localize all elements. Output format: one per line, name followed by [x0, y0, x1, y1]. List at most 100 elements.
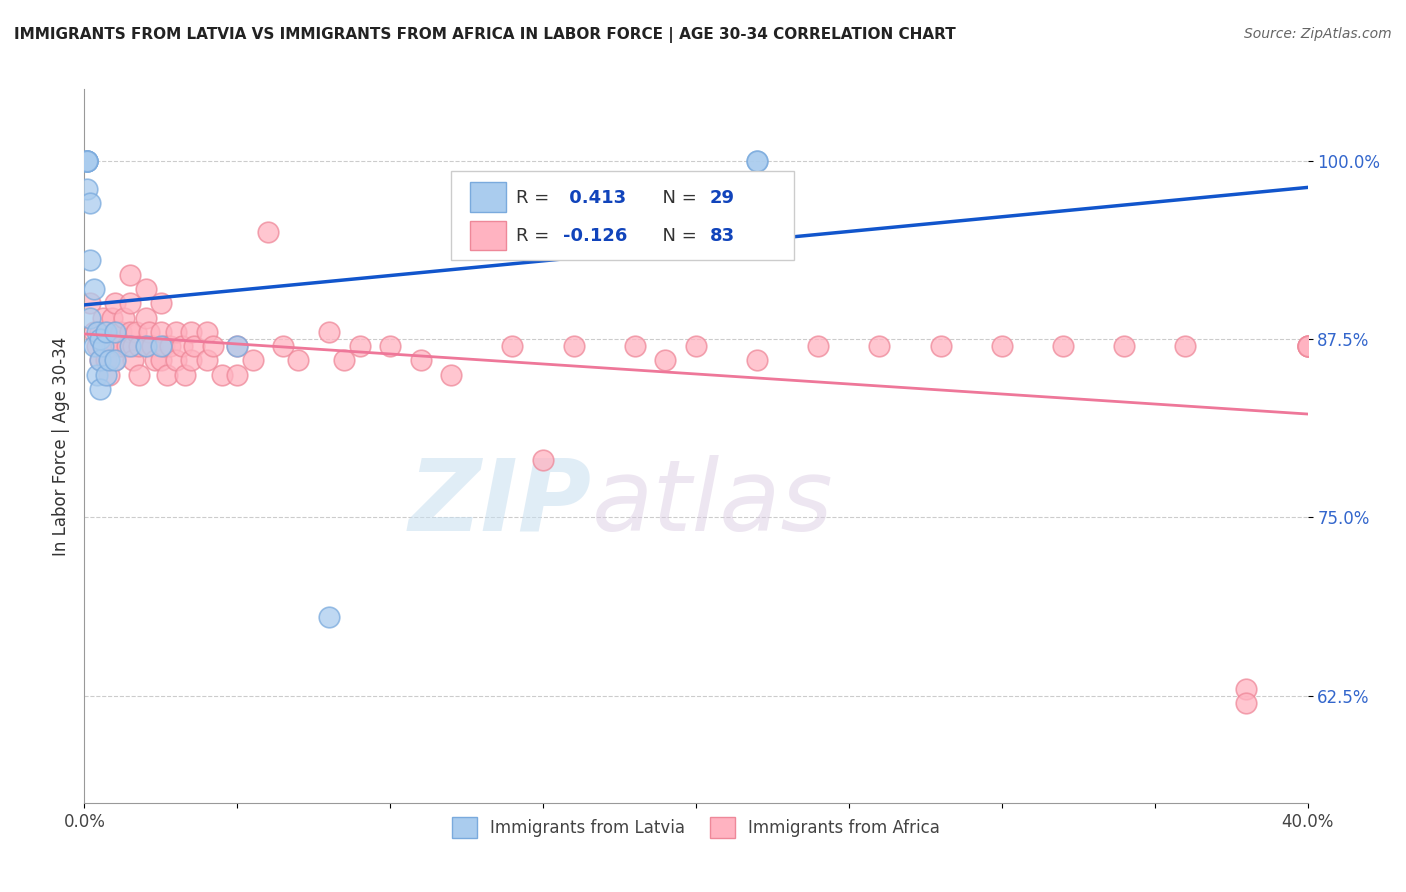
Point — [128, 368, 150, 382]
Point — [125, 325, 148, 339]
Point — [128, 339, 150, 353]
Point — [226, 368, 249, 382]
Text: Source: ZipAtlas.com: Source: ZipAtlas.com — [1244, 27, 1392, 41]
Point — [94, 325, 117, 339]
Point — [135, 310, 157, 325]
Point — [101, 310, 124, 325]
Point — [195, 325, 218, 339]
Point — [122, 339, 145, 353]
Point — [138, 325, 160, 339]
Point — [1296, 339, 1319, 353]
Point — [747, 353, 769, 368]
Point — [83, 282, 105, 296]
Point — [1296, 339, 1319, 353]
Point — [79, 310, 101, 325]
Point — [195, 353, 218, 368]
Text: IMMIGRANTS FROM LATVIA VS IMMIGRANTS FROM AFRICA IN LABOR FORCE | AGE 30-34 CORR: IMMIGRANTS FROM LATVIA VS IMMIGRANTS FRO… — [14, 27, 956, 43]
Point — [135, 282, 157, 296]
Text: -0.126: -0.126 — [562, 227, 627, 245]
Point — [1174, 339, 1197, 353]
Point — [86, 368, 108, 382]
Legend: Immigrants from Latvia, Immigrants from Africa: Immigrants from Latvia, Immigrants from … — [446, 811, 946, 845]
Point — [747, 153, 769, 168]
Point — [112, 310, 135, 325]
Point — [149, 325, 172, 339]
Point — [91, 310, 114, 325]
Point — [654, 353, 676, 368]
Point — [79, 296, 101, 310]
Point — [76, 153, 98, 168]
Point — [318, 325, 340, 339]
Point — [1114, 339, 1136, 353]
Point — [807, 339, 830, 353]
Point — [562, 339, 585, 353]
Point — [991, 339, 1014, 353]
Point — [120, 268, 142, 282]
Point — [89, 332, 111, 346]
FancyBboxPatch shape — [451, 171, 794, 260]
Point — [257, 225, 280, 239]
Point — [135, 339, 157, 353]
Point — [120, 325, 142, 339]
Point — [149, 353, 172, 368]
Point — [226, 339, 249, 353]
Point — [83, 325, 105, 339]
Point — [104, 353, 127, 368]
Point — [380, 339, 402, 353]
Point — [86, 339, 108, 353]
Text: N =: N = — [651, 189, 702, 207]
Text: R =: R = — [516, 189, 555, 207]
Point — [531, 453, 554, 467]
Point — [76, 182, 98, 196]
FancyBboxPatch shape — [470, 221, 506, 251]
Point — [165, 353, 187, 368]
Point — [1296, 339, 1319, 353]
Point — [89, 353, 111, 368]
Point — [120, 296, 142, 310]
Text: atlas: atlas — [592, 455, 834, 551]
Text: 83: 83 — [710, 227, 734, 245]
Point — [97, 368, 120, 382]
Point — [440, 368, 463, 382]
Point — [159, 339, 181, 353]
Point — [149, 339, 172, 353]
Point — [153, 339, 176, 353]
Point — [79, 196, 101, 211]
Point — [174, 368, 197, 382]
Point — [156, 368, 179, 382]
Text: ZIP: ZIP — [409, 455, 592, 551]
Point — [211, 368, 233, 382]
Point — [86, 325, 108, 339]
Point — [76, 153, 98, 168]
Point — [94, 325, 117, 339]
Point — [97, 339, 120, 353]
Text: N =: N = — [651, 227, 702, 245]
Point — [91, 339, 114, 353]
Point — [165, 325, 187, 339]
Text: 29: 29 — [710, 189, 734, 207]
Point — [89, 353, 111, 368]
Point — [271, 339, 294, 353]
Point — [122, 353, 145, 368]
Point — [91, 339, 114, 353]
Text: R =: R = — [516, 227, 555, 245]
Point — [104, 325, 127, 339]
Point — [76, 153, 98, 168]
Text: 0.413: 0.413 — [562, 189, 626, 207]
Point — [1236, 681, 1258, 696]
Point — [97, 353, 120, 368]
Point — [226, 339, 249, 353]
Point — [120, 339, 142, 353]
Point — [79, 253, 101, 268]
Point — [333, 353, 356, 368]
Point — [318, 610, 340, 624]
Point — [115, 339, 138, 353]
Point — [94, 353, 117, 368]
Point — [149, 296, 172, 310]
Point — [110, 325, 132, 339]
Point — [104, 325, 127, 339]
Point — [180, 353, 202, 368]
Point — [242, 353, 264, 368]
Point — [180, 325, 202, 339]
Point — [172, 339, 194, 353]
